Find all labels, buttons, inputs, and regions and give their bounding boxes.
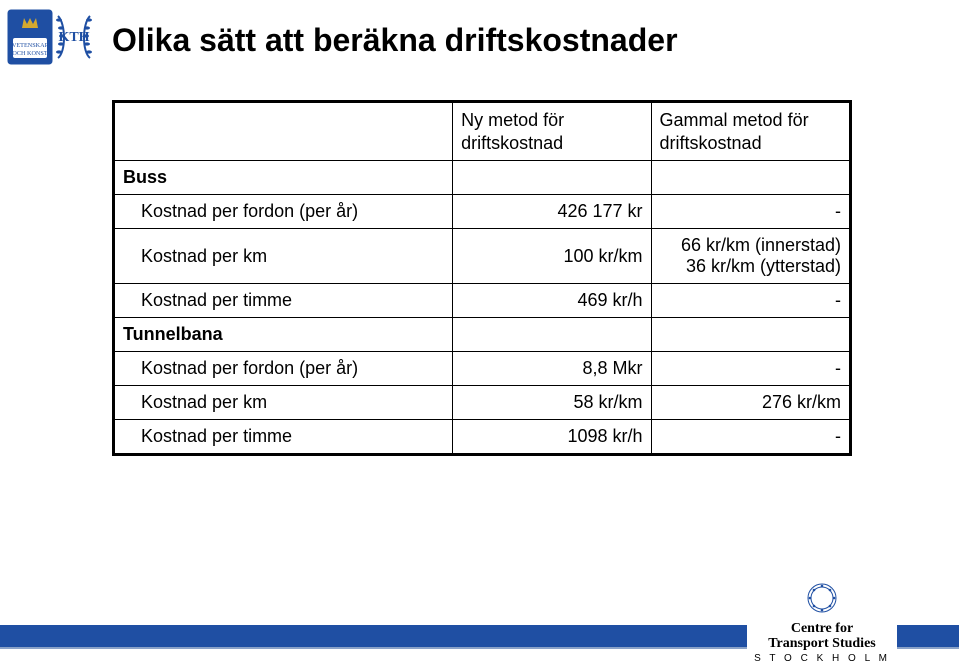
- row-val-a: 58 kr/km: [453, 386, 651, 420]
- row-val-b: -: [651, 420, 849, 454]
- row-val-b: -: [651, 284, 849, 318]
- row-label: Kostnad per timme: [115, 284, 453, 318]
- section-buss-label: Buss: [115, 161, 453, 195]
- table-row: Kostnad per fordon (per år) 8,8 Mkr -: [115, 352, 850, 386]
- header-new-method-line2: driftskostnad: [461, 133, 563, 153]
- section-tunnelbana-blank-a: [453, 318, 651, 352]
- cts-circle-icon: [805, 581, 839, 615]
- header-blank: [115, 103, 453, 161]
- cts-line1: Centre for: [747, 622, 897, 637]
- header-old-method: Gammal metod för driftskostnad: [651, 103, 849, 161]
- row-label: Kostnad per km: [115, 229, 453, 284]
- header-old-method-line1: Gammal metod för: [660, 110, 809, 130]
- kth-logo: VETENSKAP OCH KONST KTH: [6, 8, 98, 66]
- header-old-method-line2: driftskostnad: [660, 133, 762, 153]
- row-val-b: 276 kr/km: [651, 386, 849, 420]
- cts-line2: Transport Studies: [747, 637, 897, 652]
- section-buss: Buss: [115, 161, 850, 195]
- table-row: Kostnad per timme 1098 kr/h -: [115, 420, 850, 454]
- section-tunnelbana: Tunnelbana: [115, 318, 850, 352]
- row-val-a: 426 177 kr: [453, 195, 651, 229]
- row-val-b-line1: 66 kr/km (innerstad): [681, 235, 841, 255]
- header-new-method: Ny metod för driftskostnad: [453, 103, 651, 161]
- kth-text-line2: OCH KONST: [12, 50, 47, 57]
- table-row: Kostnad per fordon (per år) 426 177 kr -: [115, 195, 850, 229]
- row-val-a: 100 kr/km: [453, 229, 651, 284]
- kth-text-line1: VETENSKAP: [12, 42, 49, 49]
- row-val-b-line2: 36 kr/km (ytterstad): [686, 256, 841, 276]
- row-label: Kostnad per timme: [115, 420, 453, 454]
- row-val-a: 1098 kr/h: [453, 420, 651, 454]
- row-label: Kostnad per fordon (per år): [115, 195, 453, 229]
- table-header-row: Ny metod för driftskostnad Gammal metod …: [115, 103, 850, 161]
- row-val-b: -: [651, 352, 849, 386]
- table-row: Kostnad per km 58 kr/km 276 kr/km: [115, 386, 850, 420]
- kth-text-top: KTH: [58, 30, 89, 45]
- section-tunnelbana-blank-b: [651, 318, 849, 352]
- cts-logo: Centre for Transport Studies S T O C K H…: [747, 581, 897, 663]
- page-title: Olika sätt att beräkna driftskostnader: [112, 22, 678, 59]
- row-val-a: 8,8 Mkr: [453, 352, 651, 386]
- table-row: Kostnad per km 100 kr/km 66 kr/km (inner…: [115, 229, 850, 284]
- table-row: Kostnad per timme 469 kr/h -: [115, 284, 850, 318]
- section-buss-blank-a: [453, 161, 651, 195]
- row-val-a: 469 kr/h: [453, 284, 651, 318]
- section-tunnelbana-label: Tunnelbana: [115, 318, 453, 352]
- row-label: Kostnad per fordon (per år): [115, 352, 453, 386]
- cost-table: Ny metod för driftskostnad Gammal metod …: [112, 100, 852, 456]
- row-label: Kostnad per km: [115, 386, 453, 420]
- header-new-method-line1: Ny metod för: [461, 110, 564, 130]
- row-val-b: -: [651, 195, 849, 229]
- row-val-b: 66 kr/km (innerstad) 36 kr/km (ytterstad…: [651, 229, 849, 284]
- cts-line3: S T O C K H O L M: [747, 653, 897, 664]
- section-buss-blank-b: [651, 161, 849, 195]
